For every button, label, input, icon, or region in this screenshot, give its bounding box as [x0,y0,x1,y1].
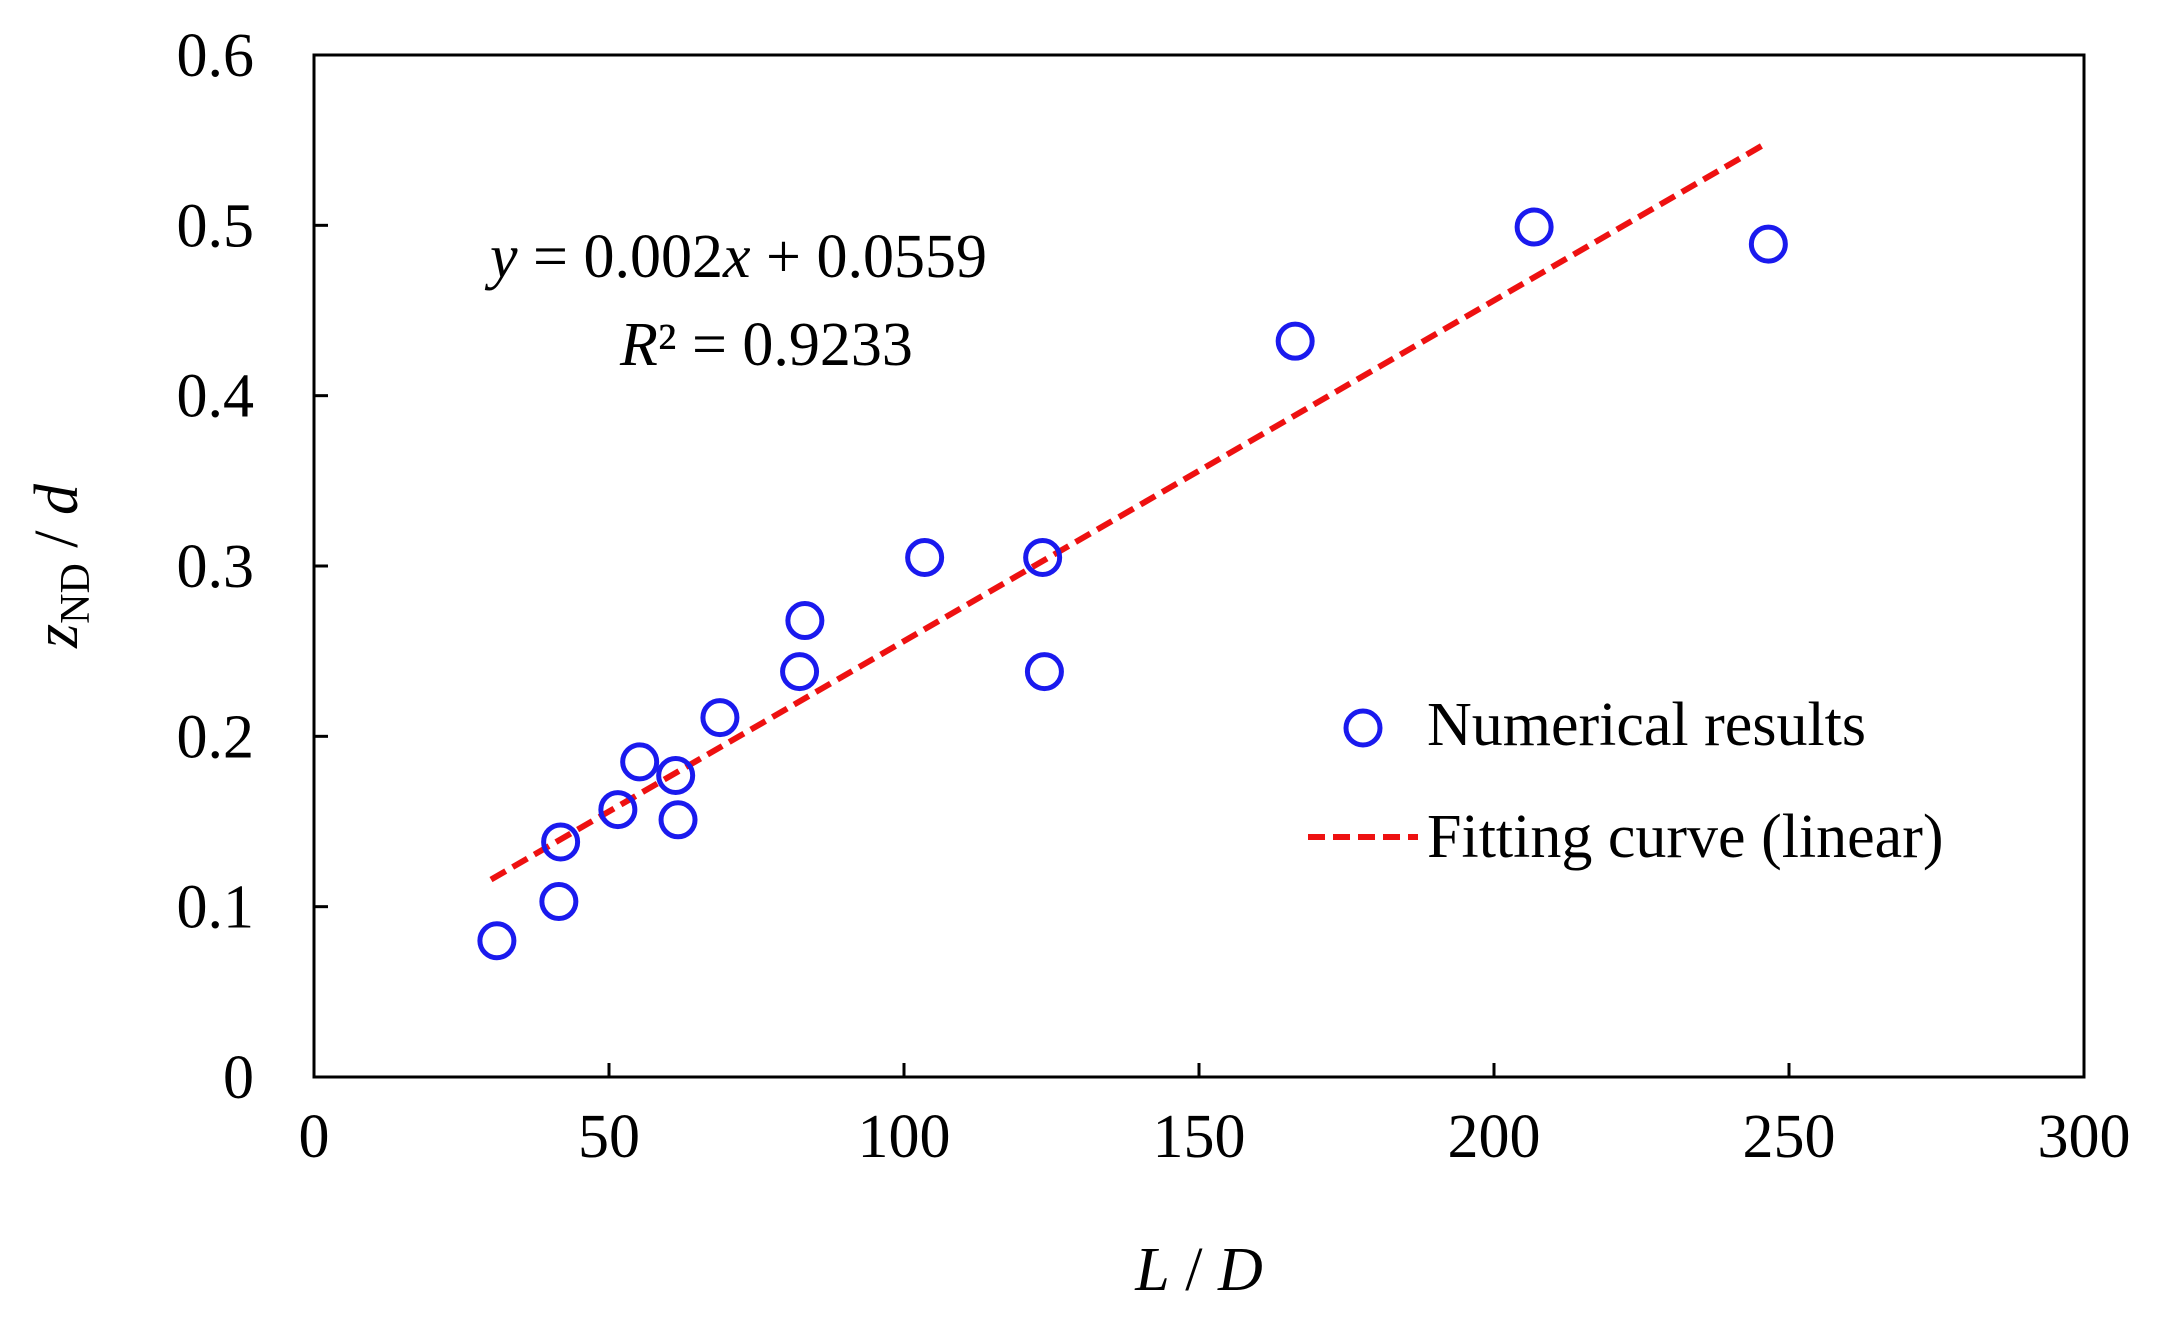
y-tick-label: 0 [223,1044,254,1112]
y-axis-label: zND / d [23,483,99,649]
data-point [620,742,660,782]
x-tick-label: 250 [1743,1103,1836,1171]
fitting-curve-series [489,139,1770,883]
legend-marker-numerical [1343,708,1383,748]
data-point [539,882,579,922]
y-tick-label: 0.6 [177,22,255,90]
fitting-curve-line [489,139,1770,883]
data-point [1024,652,1064,692]
y-axis-ticks: 0 0.1 0.2 0.3 0.4 0.5 0.6 [177,22,328,1112]
legend-label-numerical: Numerical results [1427,691,1866,759]
data-point [1275,321,1315,361]
data-point [541,822,581,862]
r-squared: R² = 0.9233 [619,311,913,379]
data-point [477,921,517,961]
x-tick-label: 100 [858,1103,951,1171]
x-axis-ticks: 0 50 100 150 200 250 300 [299,1063,2131,1171]
data-point [598,790,638,830]
data-point [1748,224,1788,264]
data-point [780,652,820,692]
y-tick-label: 0.3 [177,533,255,601]
y-tick-label: 0.1 [177,874,255,942]
data-point [1023,537,1063,577]
data-point [905,537,945,577]
y-tick-label: 0.5 [177,192,255,260]
x-axis-label: L / D [1134,1236,1263,1304]
data-point [700,698,740,738]
x-tick-label: 50 [578,1103,640,1171]
plot-area [312,53,2086,1079]
data-point [658,800,698,840]
legend-label-fitting: Fitting curve (linear) [1427,803,1944,871]
data-point [1514,207,1554,247]
x-tick-label: 0 [299,1103,330,1171]
x-tick-label: 300 [2038,1103,2131,1171]
data-point [656,756,696,796]
y-tick-label: 0.4 [177,363,255,431]
data-point [785,601,825,641]
fit-equation: y = 0.002x + 0.0559 [484,223,987,291]
x-tick-label: 150 [1153,1103,1246,1171]
x-tick-label: 200 [1448,1103,1541,1171]
numerical-results-series [477,207,1788,961]
legend: Numerical results Fitting curve (linear) [1308,691,1944,871]
y-tick-label: 0.2 [177,703,255,771]
